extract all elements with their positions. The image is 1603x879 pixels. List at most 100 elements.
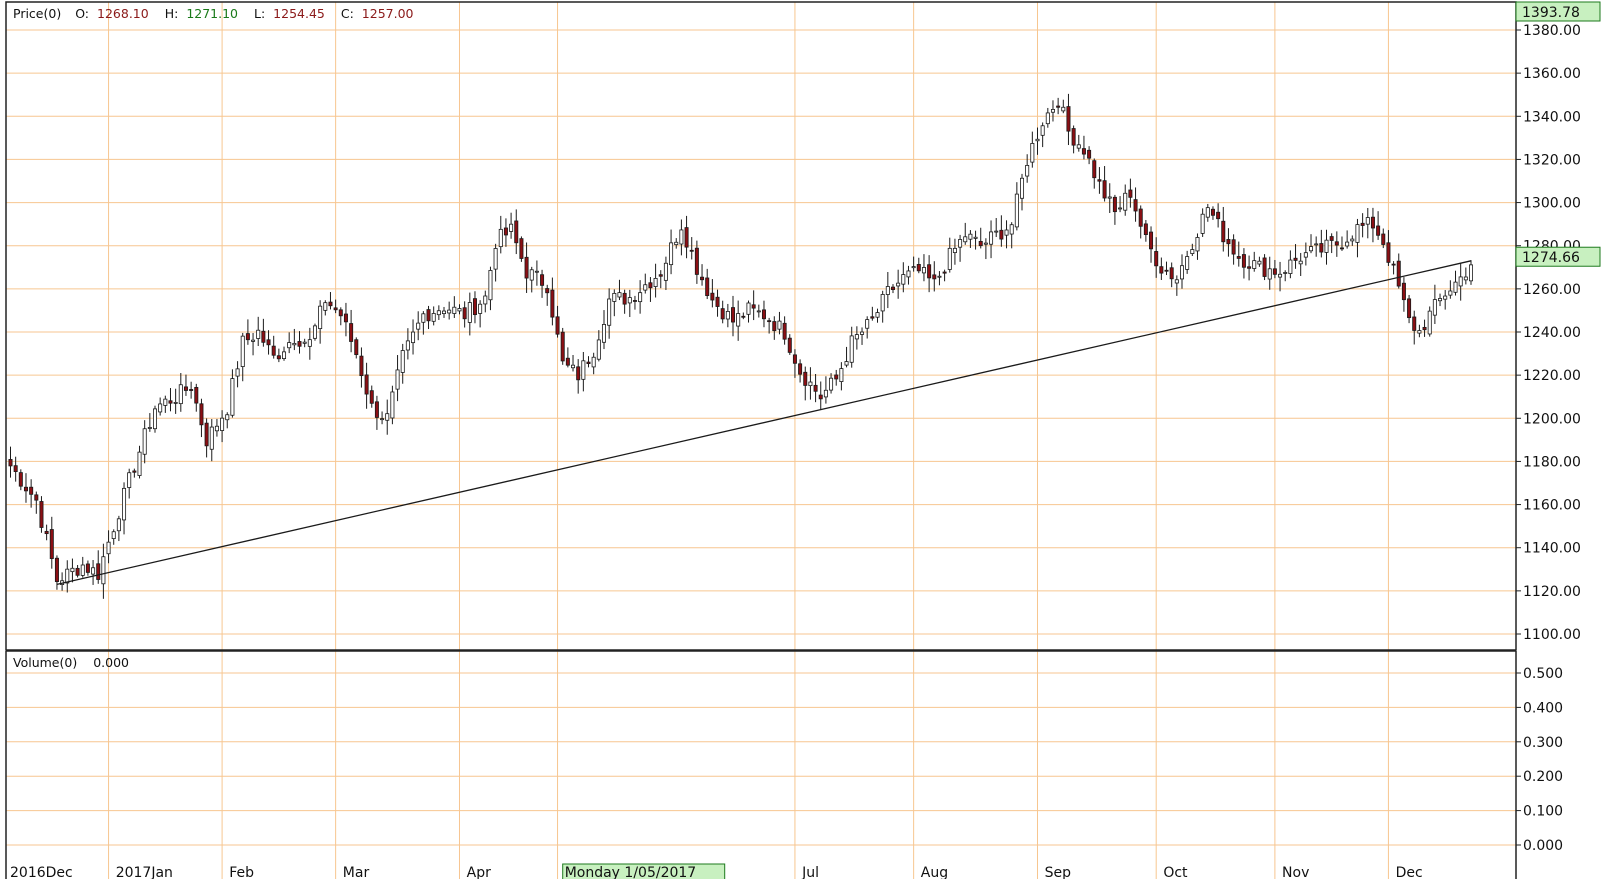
candle [1298,252,1303,277]
candle-body-up [1298,260,1303,265]
candle-body-down [426,309,431,322]
candle-body-up [158,403,163,413]
candle [746,300,751,323]
candle [1355,218,1360,258]
volume-tick-label: 0.100 [1523,804,1563,820]
candle [648,277,653,302]
month-label: 2017Jan [116,865,173,879]
candle [617,279,622,301]
candle [1401,277,1406,312]
candle [70,558,75,583]
candle [1118,196,1123,213]
candle [1252,251,1257,272]
candle [1138,205,1143,239]
candle [1179,254,1184,289]
candle-body-down [555,316,560,335]
price-tick-label: 1200.00 [1523,411,1581,427]
svg-text:Price(0) O: 1268.10: Price(0) O: 1268.10 H: 1271.10 L: 1254.4… [13,6,414,21]
candle [220,410,225,443]
candle [1391,261,1396,275]
candle [1009,222,1014,249]
candle [1427,306,1432,337]
candle [194,383,199,412]
price-panel-frame [5,1,1517,651]
candle-body-down [1112,196,1117,213]
candle [96,550,101,584]
candle [524,242,529,293]
candle-body-down [942,271,947,274]
candle-body-up [638,292,643,303]
candle-body-down [1401,282,1406,301]
candle [369,385,374,408]
candle [395,355,400,402]
candle [1236,241,1241,267]
candle-body-up [178,384,183,405]
candle [1097,167,1102,194]
candle-body-down [333,307,338,311]
candle [963,222,968,245]
candle-body-down [297,341,302,347]
candle [1412,310,1417,345]
trendline[interactable] [56,260,1472,586]
candle-body-down [1396,260,1401,287]
candle [1365,207,1370,239]
candle [736,300,741,341]
candle [374,395,379,430]
candle-body-up [173,402,178,404]
candle-body-up [1278,273,1283,278]
candle-body-down [503,227,508,236]
candle [968,230,973,248]
candle [942,269,947,282]
candle [663,256,668,291]
candle-body-down [1293,257,1298,261]
candle-body-up [901,274,906,285]
candle [436,305,441,320]
candle-body-up [416,322,421,330]
candle [741,312,746,320]
price-tick-label: 1260.00 [1523,282,1581,298]
candle [472,291,477,324]
candle-body-up [1350,238,1355,242]
candle [23,473,28,503]
volume-tick-label: 0.200 [1523,769,1563,785]
candle-body-up [823,389,828,398]
candle [1417,324,1422,338]
candle-body-up [153,408,158,430]
candle-body-up [1030,143,1035,163]
candle [772,316,777,340]
candle-body-up [1458,276,1463,287]
high-label: H: [165,6,179,21]
candle [715,289,720,317]
candle-body-up [1324,239,1329,253]
candle [839,362,844,391]
candle [349,309,354,353]
candle [1226,228,1231,257]
candle-body-up [777,320,782,330]
candle [1014,182,1019,231]
candle [34,491,39,514]
candle-body-down [1334,241,1339,246]
candle [844,346,849,368]
candle-body-down [1210,208,1215,216]
month-label: Mar [343,865,370,879]
candle-body-down [1272,268,1277,275]
candle-body-up [601,324,606,343]
candle [1221,206,1226,252]
candle [823,376,828,404]
candle [1035,127,1040,155]
candle [235,361,240,388]
candle-body-up [122,487,127,521]
candle-body-up [421,313,426,323]
candle [431,306,436,326]
candle [271,335,276,359]
candle [478,300,483,328]
candle-body-up [106,541,111,555]
volume-tick-label: 0.000 [1523,838,1563,854]
candle-body-down [245,333,250,341]
candle [178,373,183,412]
price-tick-label: 1100.00 [1523,627,1581,643]
candle [1185,250,1190,274]
candle-body-down [890,286,895,290]
candle [978,227,983,249]
candle [534,260,539,286]
